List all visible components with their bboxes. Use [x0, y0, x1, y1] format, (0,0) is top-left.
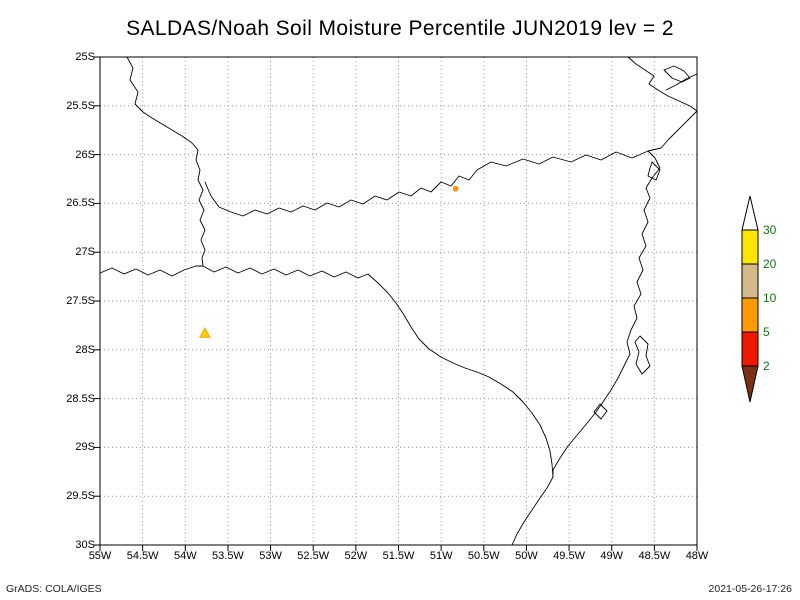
colorbar-band-20-30 [741, 229, 759, 265]
colorbar-label: 20 [763, 257, 777, 271]
colorbar-below-min-triangle [741, 365, 759, 403]
state-border-south-path [99, 265, 554, 478]
lon-tick-label: 49W [600, 550, 624, 562]
lat-tick-label: 27.5S [66, 295, 95, 307]
river-border-path [126, 56, 206, 267]
lon-tick-label: 52W [344, 550, 368, 562]
colorbar-label: 2 [763, 359, 770, 373]
lon-tick-label: 52.5W [297, 550, 330, 562]
lon-tick-label: 50W [515, 550, 538, 562]
plot-title: SALDAS/Noah Soil Moisture Percentile JUN… [126, 17, 674, 40]
colorbar-band-2-5 [741, 331, 759, 367]
state-border-north-path [204, 150, 649, 217]
lon-tick-label: 48W [685, 550, 709, 562]
lat-tick-label: 28S [75, 343, 95, 356]
grads-stamp: GrADS: COLA/IGES [6, 583, 102, 595]
colorbar-band-5-10 [741, 297, 759, 333]
colorbar-label: 10 [763, 291, 777, 305]
bay-island-path [663, 65, 691, 83]
coastal-island-path [647, 161, 661, 181]
colorbar-band-10-20 [741, 263, 759, 299]
lat-tick-label: 25S [75, 51, 95, 63]
lat-tick-label: 28.5S [66, 392, 95, 405]
data-marker [199, 327, 211, 338]
lagoon-path [593, 403, 608, 420]
coastline-bay-path [627, 56, 698, 112]
lon-tick-label: 49.5W [553, 550, 585, 562]
lat-tick-label: 29S [75, 441, 95, 454]
lon-tick-label: 50.5W [467, 550, 500, 562]
florianopolis-island-path [634, 335, 651, 375]
lat-tick-label: 29.5S [66, 490, 95, 503]
lon-tick-label: 53.5W [212, 550, 244, 562]
lon-tick-label: 55W [88, 550, 112, 562]
lon-tick-label: 53W [259, 550, 282, 562]
lon-tick-label: 54.5W [126, 550, 159, 562]
map-outline-group [99, 56, 698, 546]
lon-tick-label: 51W [429, 550, 453, 562]
timestamp-stamp: 2021-05-26-17:26 [708, 583, 792, 595]
colorbar-label: 5 [763, 325, 770, 339]
lon-tick-label: 48.5W [638, 550, 671, 562]
lat-tick-label: 30S [75, 539, 95, 551]
coastline-path [511, 110, 698, 546]
colorbar-label: 30 [763, 223, 777, 237]
colorbar [741, 195, 759, 403]
lat-tick-label: 25.5S [66, 99, 95, 112]
data-marker [452, 185, 459, 192]
lat-tick-label: 26S [75, 148, 95, 161]
lat-tick-label: 27S [75, 246, 95, 259]
lon-tick-label: 51.5W [382, 550, 415, 562]
lat-tick-label: 26.5S [66, 197, 95, 210]
lon-tick-label: 54W [173, 550, 197, 562]
plot-frame [99, 56, 698, 546]
colorbar-above-max-triangle [741, 195, 759, 231]
gridlines-group [94, 56, 698, 551]
